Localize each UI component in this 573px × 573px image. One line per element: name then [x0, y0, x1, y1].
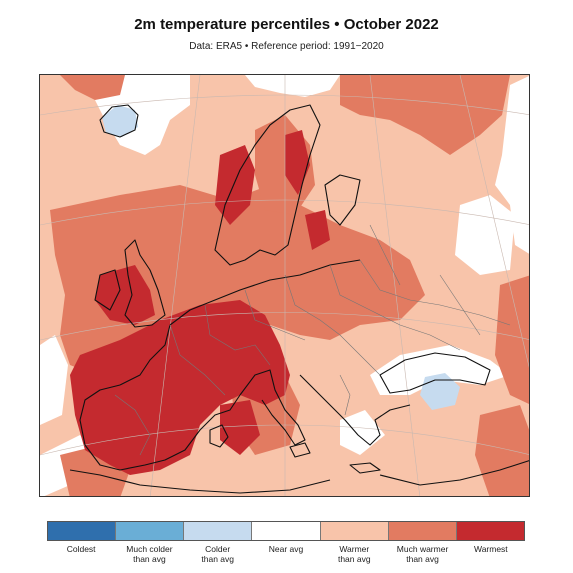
coastline-iberia: [79, 384, 241, 471]
near-avg-atlantic-area: [40, 335, 68, 425]
coastline-balkans: [299, 374, 411, 446]
legend-label-much-warmer: Much warmer than avg: [396, 544, 449, 564]
legend-label-warmer: Warmer than avg: [337, 544, 371, 564]
legend-label-much-colder: Much colder than avg: [126, 544, 173, 564]
coastline-italy: [239, 369, 306, 446]
legend-label-near-avg: Near avg: [268, 544, 304, 554]
map-title: 2m temperature percentiles • October 202…: [134, 16, 439, 33]
coastlines: [69, 104, 529, 494]
legend-swatch-warmest: [456, 522, 524, 540]
legend-label-coldest: Coldest: [66, 544, 96, 554]
colder-iceland-area: [102, 105, 138, 137]
coastline-sicily: [289, 442, 311, 458]
legend-label-colder: Colder than avg: [201, 544, 235, 564]
much-warmer-central-europe-area: [50, 185, 425, 375]
near-avg-russia-area: [455, 195, 515, 275]
warmest-baltic-area: [305, 210, 330, 250]
map-subtitle: Data: ERA5 • Reference period: 1991−2020: [189, 41, 384, 52]
legend-swatch-near-avg: [252, 522, 321, 540]
near-avg-north-sea-area: [245, 75, 340, 97]
much-warmer-east-area: [495, 275, 529, 405]
warmest-sardinia-area: [220, 400, 260, 455]
coastline-great-britain: [124, 239, 166, 328]
legend-swatch-coldest: [48, 522, 117, 540]
coastline-black-sea: [379, 352, 491, 394]
near-avg-aegean-area: [340, 410, 385, 455]
europe-map: [39, 74, 530, 497]
legend-swatch-colder: [184, 522, 253, 540]
coastline-ireland: [94, 269, 121, 311]
legend-bar: [47, 521, 525, 541]
legend-swatch-much-colder: [116, 522, 185, 540]
much-warmer-greenland-sea-area: [60, 75, 125, 100]
warmest-france-iberia-area: [70, 300, 290, 475]
graticule: [40, 75, 529, 496]
legend-labels: Coldest Much colder than avg Colder than a…: [47, 544, 525, 564]
much-warmer-areas: [50, 75, 529, 496]
coastline-north-europe: [119, 259, 361, 386]
coastline-sardinia: [209, 424, 229, 448]
legend-swatch-warmer: [320, 522, 389, 540]
legend-label-warmest: Warmest: [473, 544, 508, 554]
near-avg-east-area: [495, 75, 529, 254]
coastline-north-africa: [69, 460, 529, 494]
country-borders: [114, 224, 511, 456]
coastline-crete: [349, 462, 381, 474]
much-warmer-arctic-area: [340, 75, 510, 155]
legend-swatch-much-warmer: [388, 522, 457, 540]
coastline-scandinavia: [214, 104, 321, 266]
coastline-finland: [324, 174, 361, 226]
coastline-iceland: [99, 104, 139, 138]
map-canvas: [40, 75, 529, 496]
